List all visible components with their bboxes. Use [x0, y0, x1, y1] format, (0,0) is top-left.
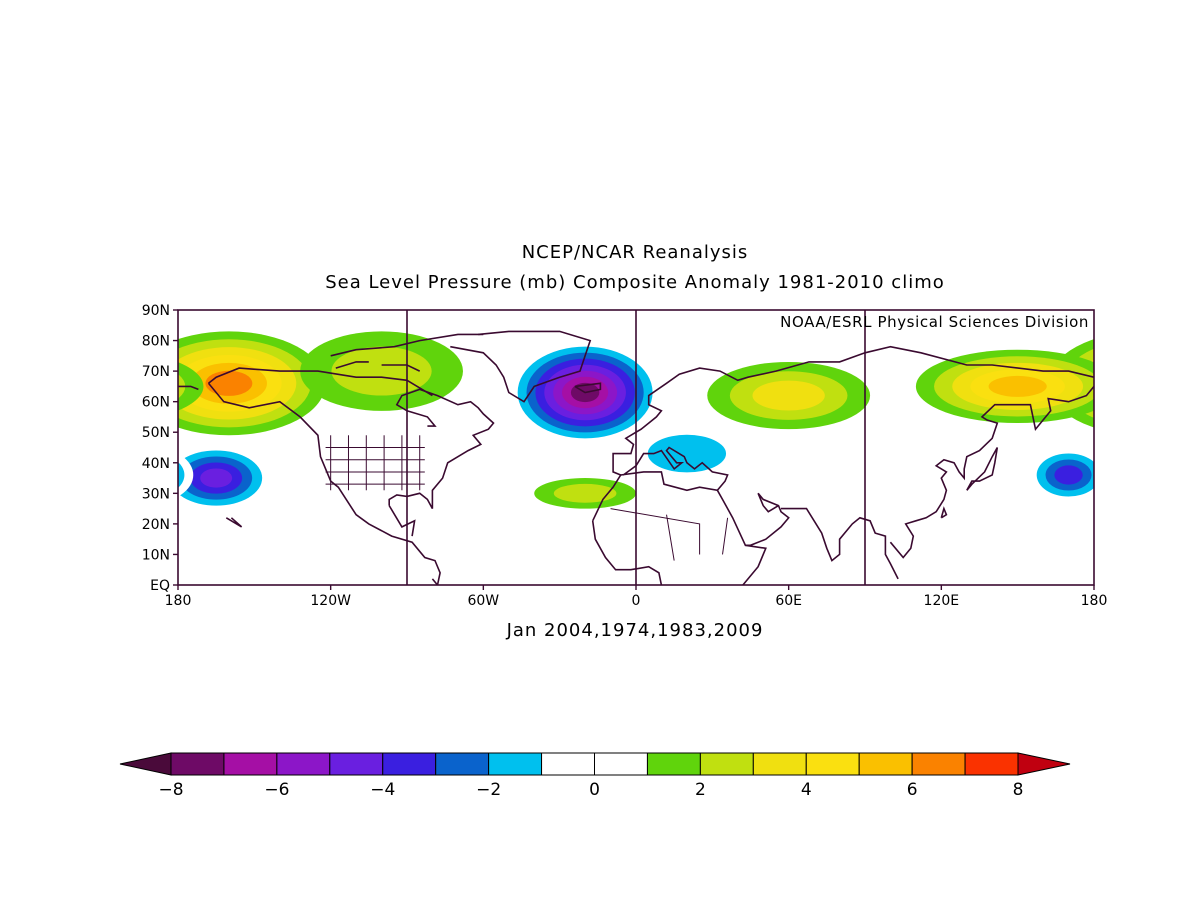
colorbar-swatch	[329, 752, 384, 776]
colorbar-swatch	[170, 752, 225, 776]
colorbar-under-arrow	[119, 752, 172, 776]
lat-tick-label: 90N	[142, 303, 170, 319]
chart-subtitle: Sea Level Pressure (mb) Composite Anomal…	[325, 272, 945, 293]
colorbar-swatch	[858, 752, 913, 776]
lat-tick-label: 30N	[142, 486, 170, 502]
lon-tick-label: 180	[1081, 593, 1108, 609]
lon-tick-label: 60E	[775, 593, 802, 609]
colorbar-swatch	[541, 752, 595, 776]
colorbar-swatch	[276, 752, 331, 776]
colorbar-swatch	[223, 752, 278, 776]
lat-tick-label: 50N	[142, 425, 170, 441]
lat-tick-label: 10N	[142, 547, 170, 563]
colorbar-swatch	[646, 752, 701, 776]
colorbar-swatch	[805, 752, 860, 776]
anomaly-central-atlantic-high	[534, 478, 636, 509]
lon-tick-label: 60W	[467, 593, 499, 609]
colorbar-tick-label: 4	[801, 780, 812, 800]
lat-tick-label: 70N	[142, 364, 170, 380]
colorbar-swatch	[911, 752, 966, 776]
chart-title: NCEP/NCAR Reanalysis	[521, 242, 749, 263]
coastlines	[178, 330, 1094, 585]
colorbar-tick-label: 8	[1013, 780, 1024, 800]
colorbar-swatch	[488, 752, 543, 776]
lat-tick-label: 40N	[142, 456, 170, 472]
anomaly-europe-low	[623, 423, 751, 485]
colorbar-swatch	[699, 752, 754, 776]
credit-label: NOAA/ESRL Physical Sciences Division	[780, 313, 1089, 331]
lon-tick-label: 0	[632, 593, 641, 609]
colorbar-tick-label: −2	[476, 780, 501, 800]
colorbar-tick-label: −8	[158, 780, 183, 800]
composite-caption: Jan 2004,1974,1983,2009	[506, 620, 764, 641]
colorbar-swatch	[964, 752, 1019, 776]
colorbar-swatch	[435, 752, 490, 776]
colorbar-tick-label: −4	[370, 780, 395, 800]
lon-tick-label: 180	[165, 593, 192, 609]
lon-tick-label: 120E	[924, 593, 960, 609]
colorbar-tick-label: 0	[589, 780, 600, 800]
colorbar-tick-label: 2	[695, 780, 706, 800]
colorbar-swatch	[594, 752, 648, 776]
lat-tick-label: 20N	[142, 517, 170, 533]
colorbar: −8 −6 −4 −2 0 2 4 6 8	[119, 752, 1071, 800]
colorbar-over-arrow	[1017, 752, 1071, 776]
lat-tick-label: 60N	[142, 395, 170, 411]
anomaly-siberia-high	[707, 361, 871, 430]
anomaly-canada-ridge	[300, 331, 463, 411]
lat-tick-label: EQ	[150, 578, 170, 594]
lon-tick-label: 120W	[310, 593, 351, 609]
colorbar-tick-label: −6	[264, 780, 289, 800]
colorbar-swatch	[752, 752, 807, 776]
lat-tick-label: 80N	[142, 334, 170, 350]
colorbar-swatch	[382, 752, 437, 776]
anomaly-west-pacific-low	[178, 447, 1094, 503]
colorbar-tick-label: 6	[907, 780, 918, 800]
